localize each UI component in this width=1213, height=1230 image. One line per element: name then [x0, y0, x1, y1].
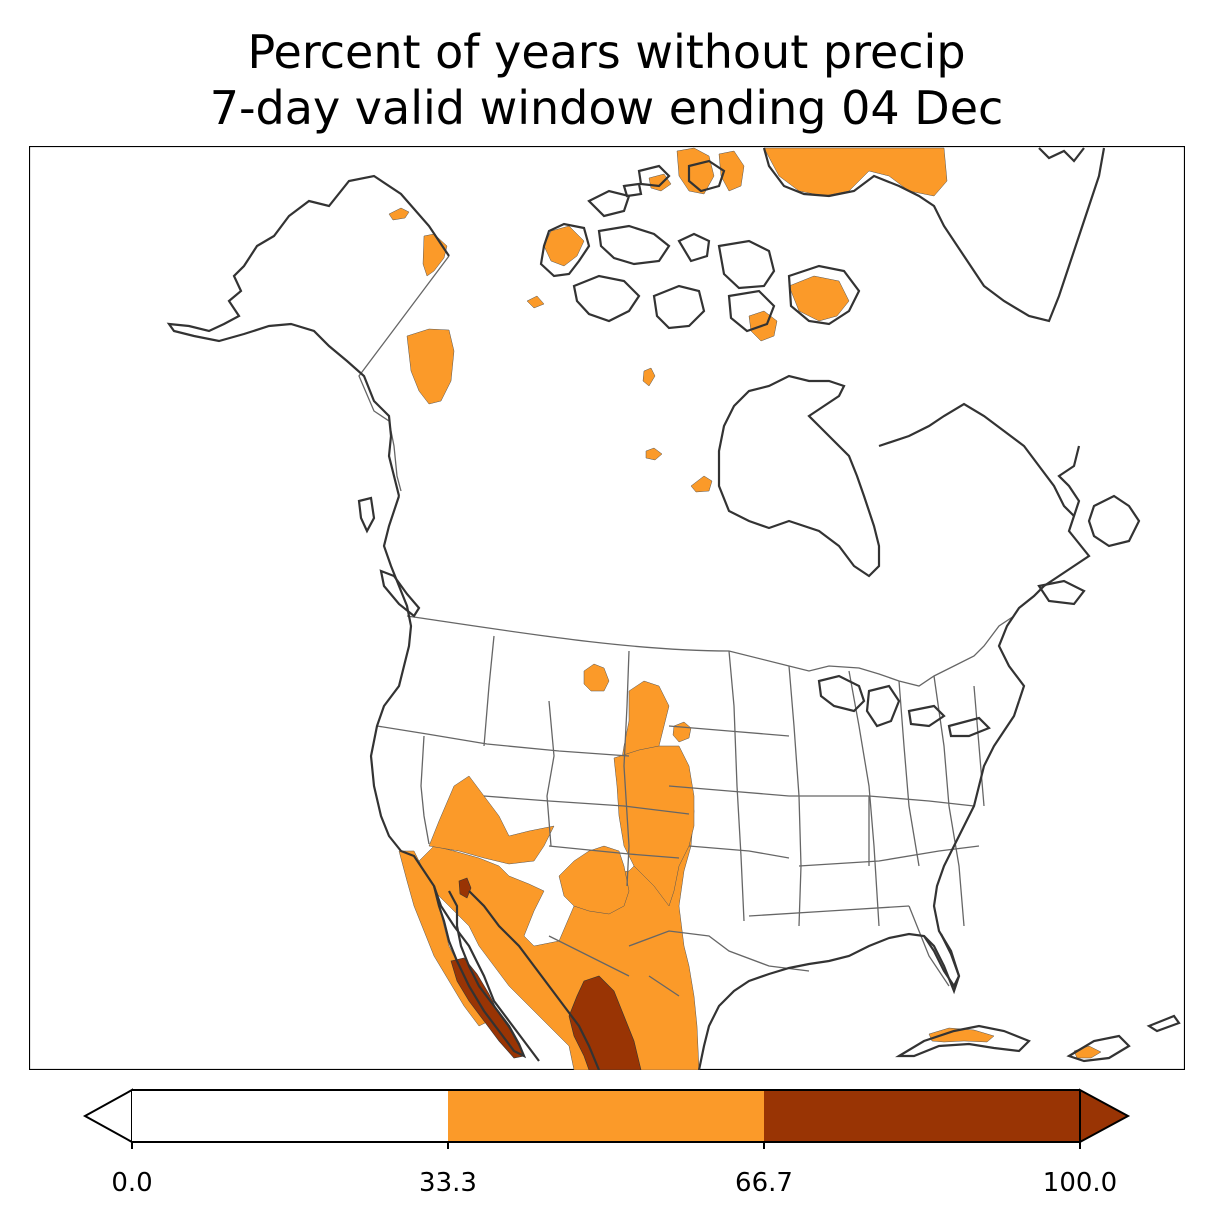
montana-blob — [583, 663, 610, 692]
newfoundland — [1087, 494, 1141, 548]
yukon-blob — [406, 328, 455, 405]
florida — [923, 933, 961, 995]
pacific-coast — [369, 495, 540, 1062]
colorbar-extend-low — [82, 1088, 133, 1144]
arctic-island-blob-2 — [526, 295, 545, 309]
northeast-coast — [997, 445, 1091, 702]
salton-brown — [458, 877, 472, 899]
nwt-blob-2 — [645, 447, 663, 461]
great-basin-region — [428, 775, 555, 865]
map-title-line1: Percent of years without precip — [247, 25, 966, 79]
colorbar-tick-3: 100.0 — [1042, 1168, 1118, 1198]
labrador-coast — [878, 402, 1075, 517]
baffin-blob-2 — [788, 275, 850, 322]
colorbar-tick-1: 33.3 — [419, 1168, 477, 1198]
mexico-west-coast — [468, 890, 601, 1070]
greenland-blob — [763, 147, 948, 197]
arctic-island-blob-1 — [543, 225, 585, 267]
arctic-north-blob-1 — [676, 147, 715, 195]
colorbar-extend-high — [1079, 1088, 1131, 1144]
arctic-north-blob-2 — [718, 150, 745, 192]
alaska-coast-blob — [388, 207, 410, 221]
colorbar-tick-0: 0.0 — [111, 1168, 153, 1198]
colorbar-bin-high — [764, 1090, 1080, 1142]
nwt-blob-1 — [642, 367, 656, 387]
coastlines — [166, 147, 1181, 1070]
gulf-coast — [697, 700, 1021, 1070]
north-america-map — [29, 146, 1185, 1070]
brown-regions — [450, 877, 642, 1070]
colorbar — [82, 1088, 1131, 1149]
cuba-blob — [928, 1027, 995, 1043]
colorbar-tick-2: 66.7 — [735, 1168, 793, 1198]
colorbar-bin-mid — [448, 1090, 764, 1142]
arctic-islands — [539, 222, 591, 278]
new-mexico-region — [558, 845, 630, 915]
baja-coast — [432, 885, 527, 1059]
alaska-coast — [166, 174, 450, 497]
greenland-coast — [762, 147, 1106, 323]
hudson-bay — [717, 374, 881, 578]
great-lakes — [817, 674, 866, 713]
hudson-blob — [690, 475, 713, 493]
cuba — [895, 1024, 1031, 1058]
map-title-line2: 7-day valid window ending 04 Dec — [209, 81, 1004, 135]
colorbar-bin-low — [132, 1090, 448, 1142]
